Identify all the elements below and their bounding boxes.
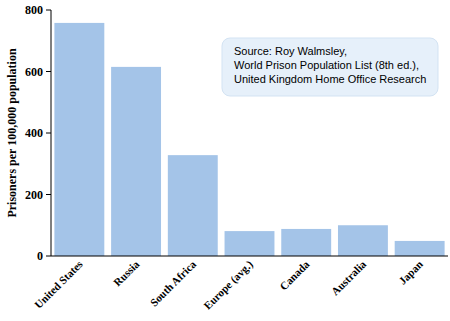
x-tick-label: Russia — [111, 258, 142, 289]
x-tick-label: Canada — [277, 258, 312, 293]
bars — [54, 23, 444, 256]
bar — [54, 23, 104, 256]
x-tick-label: Europe (avg.) — [201, 258, 256, 313]
annotation-box — [222, 38, 438, 96]
bar — [281, 229, 331, 256]
y-tick-label: 400 — [25, 126, 43, 140]
bar — [225, 231, 275, 256]
bar — [168, 155, 218, 256]
bar — [338, 225, 388, 256]
x-tick-label: Australia — [329, 258, 369, 298]
x-axis-line — [51, 256, 448, 257]
y-tick-label: 0 — [37, 249, 43, 263]
annotation-text: World Prison Population List (8th ed.), — [234, 59, 419, 71]
bar — [395, 241, 445, 256]
y-tick-label: 800 — [25, 3, 43, 17]
y-axis-label: Prisoners per 100,000 population — [5, 48, 19, 217]
x-tick-label: South Africa — [148, 258, 199, 309]
y-tick-label: 600 — [25, 65, 43, 79]
y-tick — [46, 71, 51, 72]
y-tick — [46, 256, 51, 257]
annotation-text: Source: Roy Walmsley, — [234, 45, 347, 57]
y-tick — [46, 133, 51, 134]
y-tick-label: 200 — [25, 188, 43, 202]
y-tick — [46, 10, 51, 11]
x-tick-label: Japan — [396, 258, 425, 287]
y-tick — [46, 194, 51, 195]
chart: 0 200 400 600 800 Prisoners per 100,000 popul… — [0, 0, 450, 321]
bar — [111, 67, 161, 256]
x-tick-label: United States — [32, 257, 85, 310]
annotation-text: United Kingdom Home Office Research — [234, 73, 426, 85]
